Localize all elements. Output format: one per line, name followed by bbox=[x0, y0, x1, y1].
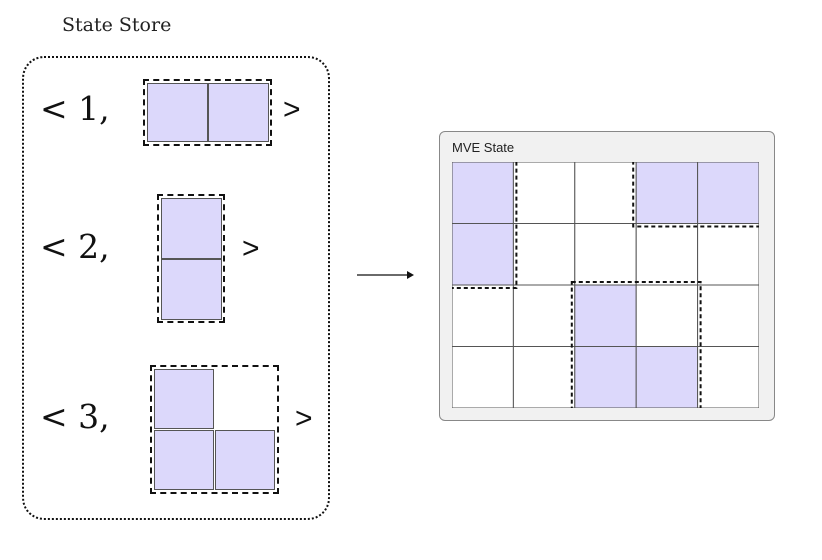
grid-cells bbox=[452, 162, 759, 408]
grid-cell-r3-c4 bbox=[697, 346, 759, 408]
entry-2-cell-a bbox=[161, 198, 222, 259]
entry-2-prefix: < 2, bbox=[40, 227, 110, 266]
entry-1-cell-a bbox=[147, 83, 208, 142]
grid-cell-r1-c2 bbox=[574, 223, 637, 286]
grid-cell-r3-c0 bbox=[452, 346, 514, 408]
state-store-title: State Store bbox=[62, 14, 172, 36]
grid-cell-r2-c2 bbox=[574, 284, 637, 347]
grid-cell-r0-c0 bbox=[452, 162, 514, 224]
grid-cell-r1-c1 bbox=[512, 223, 576, 286]
arrow-right-icon bbox=[357, 271, 414, 279]
grid-group-outline-3 bbox=[570, 281, 702, 408]
state-store-container bbox=[22, 56, 330, 520]
entry-3-cell-b bbox=[154, 430, 214, 490]
entry-1-prefix: < 1, bbox=[40, 89, 110, 128]
entry-1-cell-b bbox=[208, 83, 269, 142]
grid-cell-r2-c0 bbox=[452, 284, 514, 347]
mve-grid bbox=[452, 162, 759, 408]
grid-cell-r1-c4 bbox=[697, 223, 759, 286]
grid-cell-r3-c3 bbox=[635, 346, 699, 408]
grid-cell-r2-c4 bbox=[697, 284, 759, 347]
grid-cell-r3-c2 bbox=[574, 346, 637, 408]
grid-outlines bbox=[452, 162, 759, 408]
grid-cell-r0-c4 bbox=[697, 162, 759, 224]
grid-cell-r3-c1 bbox=[512, 346, 576, 408]
entry-1-suffix: > bbox=[283, 93, 301, 126]
entry-3-cell-c bbox=[215, 430, 275, 490]
mve-state-title: MVE State bbox=[452, 140, 515, 155]
entry-3-group-outline bbox=[150, 365, 279, 494]
entry-2-cell-b bbox=[161, 259, 222, 320]
grid-cell-r1-c0 bbox=[452, 223, 514, 286]
entry-1-group-outline bbox=[143, 79, 272, 146]
entry-3-cell-a bbox=[154, 369, 214, 429]
grid-cell-r2-c1 bbox=[512, 284, 576, 347]
entry-3-prefix: < 3, bbox=[40, 397, 110, 436]
grid-cell-r0-c2 bbox=[574, 162, 637, 224]
entry-3-suffix: > bbox=[295, 402, 313, 435]
grid-cell-r1-c3 bbox=[635, 223, 699, 286]
grid-cell-r2-c3 bbox=[635, 284, 699, 347]
grid-group-outline-2 bbox=[632, 162, 759, 228]
entry-2-suffix: > bbox=[242, 232, 260, 265]
grid-cell-r0-c3 bbox=[635, 162, 699, 224]
grid-cell-r0-c1 bbox=[512, 162, 576, 224]
entry-2-group-outline bbox=[157, 194, 225, 323]
